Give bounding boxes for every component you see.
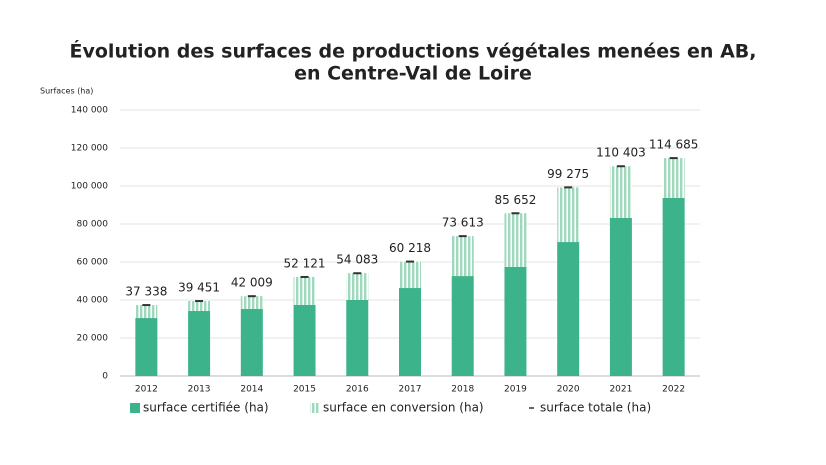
bar-certified: [609, 217, 632, 376]
bar-certified: [451, 276, 474, 376]
x-tick-label: 2021: [609, 385, 632, 395]
bar-certified: [557, 242, 580, 376]
bar-conversion: [504, 213, 527, 267]
bar-conversion: [188, 301, 211, 312]
bar-conversion: [609, 166, 632, 218]
x-tick-label: 2020: [557, 385, 580, 395]
y-axis-label: Surfaces (ha): [40, 87, 93, 96]
bar-certified: [504, 266, 527, 376]
data-label: 73 613: [442, 216, 484, 230]
data-label: 60 218: [389, 241, 431, 255]
x-tick-label: 2022: [662, 385, 685, 395]
data-label: 114 685: [649, 138, 699, 152]
y-tick-label: 20 000: [77, 334, 109, 344]
bar-conversion: [557, 187, 580, 243]
bar-conversion: [662, 158, 685, 198]
bar-conversion: [293, 276, 316, 305]
bar-certified: [293, 304, 316, 376]
bar-certified: [399, 288, 421, 376]
bar-certified: [135, 318, 158, 376]
data-label: 110 403: [596, 146, 646, 160]
data-label: 52 121: [284, 256, 326, 270]
bar-certified: [662, 197, 685, 376]
y-tick-label: 140 000: [71, 106, 108, 116]
bar-conversion: [135, 305, 158, 319]
data-label: 42 009: [231, 276, 273, 290]
data-label: 39 451: [178, 281, 220, 295]
data-label: 54 083: [336, 253, 378, 267]
bar-conversion: [240, 296, 263, 309]
x-tick-label: 2012: [135, 385, 158, 395]
y-tick-label: 0: [102, 372, 108, 382]
bar-certified: [188, 311, 211, 376]
y-tick-label: 60 000: [77, 258, 109, 268]
y-tick-label: 100 000: [71, 182, 108, 192]
x-tick-label: 2018: [451, 385, 474, 395]
bar-conversion: [451, 236, 474, 277]
legend-swatch: [130, 403, 140, 413]
data-label: 99 275: [547, 167, 589, 181]
legend-label: surface totale (ha): [540, 401, 651, 415]
chart-title: Évolution des surfaces de productions vé…: [70, 40, 757, 63]
data-label: 37 338: [125, 285, 167, 299]
legend-swatch: [310, 403, 320, 413]
bar-conversion: [346, 273, 369, 300]
data-label: 85 652: [494, 193, 536, 207]
legend-label: surface en conversion (ha): [323, 401, 484, 415]
chart-subtitle: en Centre-Val de Loire: [294, 63, 532, 85]
x-tick-label: 2017: [399, 385, 422, 395]
bar-conversion: [399, 261, 421, 289]
x-tick-label: 2019: [504, 385, 527, 395]
y-tick-label: 80 000: [77, 220, 109, 230]
x-tick-label: 2014: [240, 385, 263, 395]
y-tick-label: 120 000: [71, 144, 108, 154]
x-tick-label: 2016: [346, 385, 369, 395]
bar-certified: [240, 308, 263, 376]
x-tick-label: 2013: [188, 385, 211, 395]
legend-label: surface certifiée (ha): [143, 401, 269, 415]
bar-certified: [346, 300, 369, 376]
x-tick-label: 2015: [293, 385, 316, 395]
y-tick-label: 40 000: [77, 296, 109, 306]
